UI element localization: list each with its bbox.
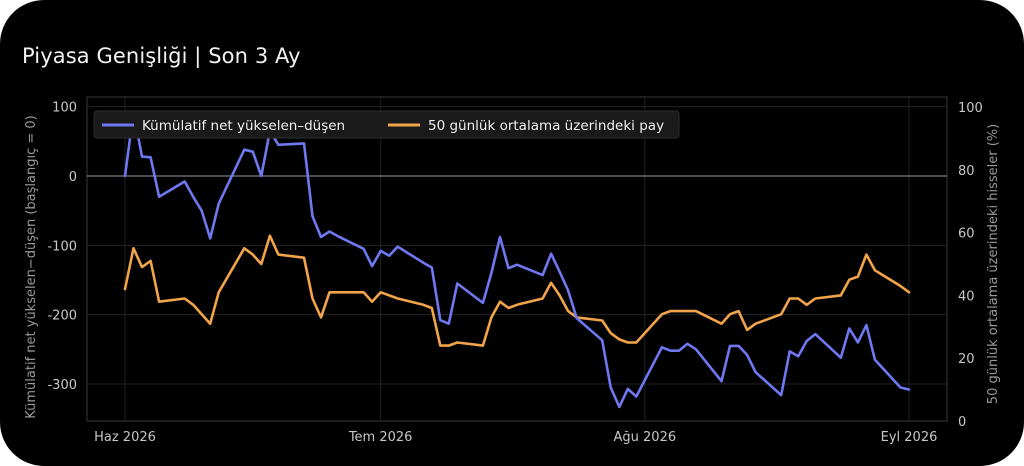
x-tick-label: Eyl 2026 bbox=[881, 430, 938, 445]
y-right-tick-label: 40 bbox=[958, 289, 975, 304]
y-right-tick-label: 0 bbox=[958, 415, 966, 430]
plot-area bbox=[86, 96, 948, 422]
y-left-axis-label: Kümülatif net yükselen−düşen (başlangıç … bbox=[24, 115, 39, 418]
y-right-axis-label: 50 günlük ortalama üzerindeki hisseler (… bbox=[986, 124, 1001, 404]
y-right-tick-label: 60 bbox=[958, 227, 975, 242]
y-right-tick-label: 100 bbox=[958, 101, 983, 116]
y-left-tick-label: 100 bbox=[52, 101, 77, 116]
series-line-net-advance-decline bbox=[123, 110, 911, 409]
y-left-tick-label: -300 bbox=[47, 378, 77, 393]
legend-label: Kümülatif net yükselen–düşen bbox=[142, 118, 345, 134]
y-left-tick-label: 0 bbox=[69, 170, 77, 185]
y-left-tick-label: -200 bbox=[47, 309, 77, 324]
x-tick-label: Tem 2026 bbox=[348, 430, 413, 445]
y-left-tick-label: -100 bbox=[47, 239, 77, 254]
y-right-tick-label: 20 bbox=[958, 352, 975, 367]
legend-label: 50 günlük ortalama üzerindeki pay bbox=[428, 118, 664, 134]
series-line-pct-above-50dma bbox=[123, 234, 911, 347]
legend-box bbox=[93, 110, 680, 139]
y-right-tick-label: 80 bbox=[958, 164, 975, 179]
x-tick-label: Ağu 2026 bbox=[614, 430, 677, 445]
chart-title: Piyasa Genişliği | Son 3 Ay bbox=[22, 44, 301, 68]
x-tick-label: Haz 2026 bbox=[94, 430, 156, 445]
